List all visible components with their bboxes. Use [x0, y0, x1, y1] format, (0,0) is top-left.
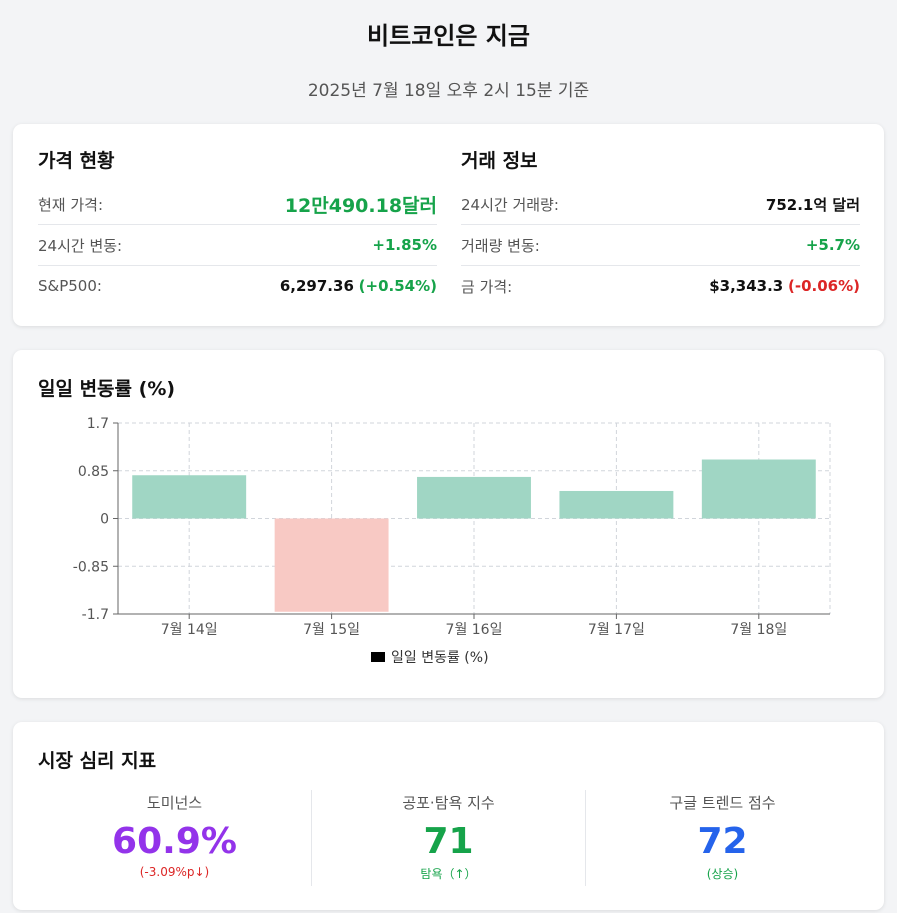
volume-change-label: 거래량 변동: — [461, 236, 540, 255]
y-tick-label: 1.7 — [87, 416, 109, 432]
gold-price-change: (-0.06%) — [788, 277, 860, 295]
current-price-label: 현재 가격: — [38, 195, 104, 214]
price-status-title: 가격 현황 — [38, 150, 115, 172]
x-tick-label: 7월 16일 — [446, 622, 503, 638]
dominance-sub: (-3.09%p↓) — [139, 865, 210, 879]
chart-title: 일일 변동률 (%) — [38, 378, 176, 400]
google-trends-metric: 구글 트렌드 점수 72 (상승) — [585, 790, 859, 886]
y-tick-label: -0.85 — [73, 559, 109, 575]
price-status-section: 가격 현황 현재 가격: 12만490.18달러 24시간 변동: +1.85%… — [38, 148, 437, 306]
gold-price-value: $3,343.3 — [709, 277, 784, 295]
fear-greed-label: 공포·탐욕 지수 — [402, 794, 495, 812]
google-trends-sub: (상승) — [706, 867, 739, 881]
y-tick-label: 0 — [100, 512, 109, 528]
change-24h-value: +1.85% — [372, 236, 437, 254]
sentiment-metrics: 도미넌스 60.9% (-3.09%p↓) 공포·탐욕 지수 71 탐욕（↑） … — [38, 790, 859, 886]
chart-card: 일일 변동률 (%) 1.7 0.85 0 -0.85 -1.7 7월 14일 7월 15일… — [13, 350, 884, 698]
x-tick-label: 7월 15일 — [303, 622, 360, 638]
trade-info-title: 거래 정보 — [461, 150, 538, 172]
google-trends-value: 72 — [697, 821, 748, 862]
y-tick-label: -1.7 — [82, 607, 109, 623]
legend-swatch — [371, 652, 385, 662]
gold-price-label: 금 가격: — [461, 277, 513, 296]
x-tick-label: 7월 18일 — [730, 622, 787, 638]
volume-label: 24시간 거래량: — [461, 195, 559, 214]
bar — [132, 475, 247, 519]
google-trends-label: 구글 트렌드 점수 — [669, 794, 776, 812]
gold-price-value-group: $3,343.3 (-0.06%) — [709, 277, 860, 295]
bar — [701, 459, 816, 519]
current-price-row: 현재 가격: 12만490.18달러 — [38, 184, 437, 225]
summary-card: 가격 현황 현재 가격: 12만490.18달러 24시간 변동: +1.85%… — [13, 124, 884, 326]
legend-label: 일일 변동률 (%) — [391, 650, 489, 666]
sentiment-title: 시장 심리 지표 — [38, 750, 157, 772]
sp500-change: (+0.54%) — [358, 277, 437, 295]
sentiment-card: 시장 심리 지표 도미넌스 60.9% (-3.09%p↓) 공포·탐욕 지수 … — [13, 722, 884, 910]
y-tick-label: 0.85 — [78, 464, 109, 480]
bar — [559, 490, 674, 519]
bar — [274, 518, 389, 612]
bar — [417, 476, 531, 519]
volume-change-value: +5.7% — [805, 236, 860, 254]
sp500-value-group: 6,297.36 (+0.54%) — [280, 277, 437, 295]
volume-value: 752.1억 달러 — [765, 195, 860, 214]
gold-price-row: 금 가격: $3,343.3 (-0.06%) — [461, 266, 860, 306]
dominance-value: 60.9% — [112, 821, 237, 862]
sp500-value: 6,297.36 — [279, 277, 354, 295]
dominance-metric: 도미넌스 60.9% (-3.09%p↓) — [38, 790, 311, 886]
sp500-row: S&P500: 6,297.36 (+0.54%) — [38, 266, 437, 306]
trade-info-section: 거래 정보 24시간 거래량: 752.1억 달러 거래량 변동: +5.7% … — [461, 148, 860, 306]
daily-change-chart: 1.7 0.85 0 -0.85 -1.7 7월 14일 7월 15일 7월 16일 7월 17… — [73, 416, 831, 666]
x-tick-label: 7월 14일 — [161, 622, 218, 638]
volume-change-row: 거래량 변동: +5.7% — [461, 225, 860, 266]
change-24h-row: 24시간 변동: +1.85% — [38, 225, 437, 266]
change-24h-label: 24시간 변동: — [38, 236, 123, 255]
fear-greed-metric: 공포·탐욕 지수 71 탐욕（↑） — [311, 790, 585, 886]
volume-row: 24시간 거래량: 752.1억 달러 — [461, 184, 860, 225]
current-price-value: 12만490.18달러 — [284, 194, 437, 217]
x-tick-label: 7월 17일 — [588, 622, 645, 638]
fear-greed-sub: 탐욕（↑） — [420, 867, 477, 881]
page-title: 비트코인은 지금 — [367, 22, 530, 50]
page-subtitle: 2025년 7월 18일 오후 2시 15분 기준 — [307, 81, 590, 101]
fear-greed-value: 71 — [423, 821, 474, 862]
dominance-label: 도미넌스 — [146, 794, 203, 812]
sp500-label: S&P500: — [38, 277, 102, 295]
